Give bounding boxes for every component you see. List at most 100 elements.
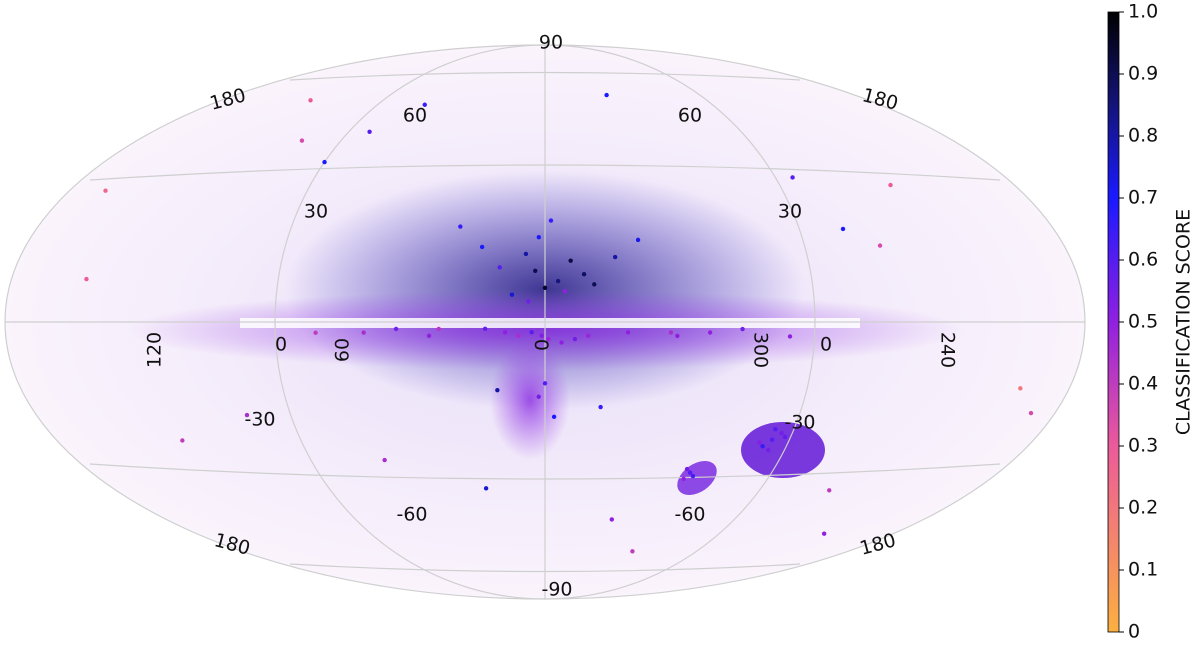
source-point bbox=[313, 330, 318, 335]
source-point bbox=[536, 235, 542, 240]
source-point bbox=[840, 226, 846, 232]
source-point bbox=[483, 486, 489, 491]
source-point bbox=[84, 276, 89, 282]
source-point bbox=[668, 330, 674, 335]
source-point bbox=[787, 334, 793, 339]
colorbar-tick-label: 0.2 bbox=[1128, 497, 1158, 519]
source-point bbox=[760, 443, 765, 449]
source-point bbox=[426, 333, 432, 339]
source-point bbox=[766, 447, 771, 453]
source-point bbox=[568, 258, 573, 263]
graticule-label: 90 bbox=[539, 32, 563, 54]
graticule-label: 0 bbox=[820, 334, 832, 356]
source-point bbox=[559, 340, 564, 345]
colorbar-tick-label: 0 bbox=[1128, 621, 1140, 643]
colorbar-tick-label: 0.4 bbox=[1128, 373, 1158, 395]
source-point bbox=[526, 299, 531, 304]
graticule-label: -90 bbox=[541, 579, 572, 601]
graticule-label: 120 bbox=[144, 332, 166, 368]
source-point bbox=[244, 412, 250, 418]
source-point bbox=[479, 244, 485, 250]
source-point bbox=[821, 531, 827, 536]
source-point bbox=[790, 175, 795, 180]
source-point bbox=[502, 330, 508, 335]
source-point bbox=[539, 333, 544, 338]
source-point bbox=[877, 243, 883, 248]
source-point bbox=[630, 549, 635, 554]
source-point bbox=[322, 159, 327, 165]
source-point bbox=[635, 237, 641, 243]
source-point bbox=[684, 466, 690, 472]
colorbar-tick-label: 0.7 bbox=[1128, 187, 1158, 209]
sources bbox=[84, 92, 1034, 554]
source-point bbox=[180, 438, 185, 443]
colorbar-tick-label: 0.9 bbox=[1128, 63, 1158, 85]
source-point bbox=[299, 138, 305, 143]
source-point bbox=[458, 224, 463, 229]
colorbar-tick-label: 0.6 bbox=[1128, 249, 1158, 271]
source-point bbox=[546, 336, 551, 342]
source-point bbox=[782, 434, 788, 440]
graticule-label: -30 bbox=[244, 409, 275, 431]
source-point bbox=[757, 440, 762, 445]
graticule-label: -30 bbox=[784, 412, 815, 434]
colorbar-tick-label: 0.1 bbox=[1128, 559, 1158, 581]
source-point bbox=[572, 336, 578, 342]
graticule-label: 0 bbox=[532, 339, 554, 351]
graticule-label: -60 bbox=[674, 504, 705, 526]
source-point bbox=[827, 488, 832, 493]
graticule-label: 0 bbox=[275, 334, 287, 356]
source-point bbox=[382, 457, 387, 463]
source-point bbox=[393, 326, 399, 332]
colorbar-tick-label: 0.8 bbox=[1128, 125, 1158, 147]
source-point bbox=[769, 437, 775, 442]
source-point bbox=[529, 330, 534, 335]
source-point bbox=[422, 102, 427, 107]
source-point bbox=[308, 98, 313, 103]
source-point bbox=[592, 282, 597, 287]
source-point bbox=[542, 381, 548, 386]
source-point bbox=[509, 292, 515, 297]
source-point bbox=[687, 470, 693, 475]
graticule-label: -60 bbox=[396, 504, 427, 526]
source-point bbox=[551, 414, 557, 419]
source-point bbox=[586, 333, 591, 338]
source-point bbox=[612, 254, 618, 260]
source-point bbox=[625, 330, 631, 335]
graticule-label: 30 bbox=[304, 201, 328, 223]
source-point bbox=[773, 427, 778, 432]
source-point bbox=[779, 430, 784, 436]
source-point bbox=[436, 326, 441, 332]
source-point bbox=[482, 326, 488, 332]
source-point bbox=[888, 182, 893, 188]
graticule-label: 30 bbox=[778, 201, 802, 223]
graticule-label: 240 bbox=[937, 332, 959, 368]
source-point bbox=[542, 285, 548, 291]
colorbar-gradient bbox=[1107, 11, 1120, 633]
source-point bbox=[581, 271, 587, 277]
source-point bbox=[495, 387, 500, 393]
source-point bbox=[361, 330, 366, 335]
graticule-label: 60 bbox=[403, 105, 427, 127]
graticule bbox=[4, 44, 1086, 600]
source-point bbox=[497, 265, 502, 270]
source-point bbox=[1028, 410, 1034, 416]
graticule-label: 60 bbox=[678, 105, 702, 127]
source-point bbox=[707, 330, 713, 335]
source-point bbox=[690, 473, 696, 479]
source-point bbox=[555, 278, 561, 284]
source-point bbox=[523, 251, 529, 257]
source-point bbox=[740, 326, 745, 332]
source-point bbox=[367, 129, 372, 134]
graticule-label: 300 bbox=[750, 332, 772, 368]
colorbar-label: CLASSIFICATION SCORE bbox=[1173, 209, 1195, 435]
colorbar: CLASSIFICATION SCORE 0 0.1 0.2 0.3 0.4 0.5 0.6… bbox=[1107, 1, 1195, 643]
source-point bbox=[609, 517, 615, 522]
source-point bbox=[1018, 386, 1023, 391]
graticule-label: 60 bbox=[332, 338, 354, 362]
colorbar-tick-label: 1.0 bbox=[1128, 1, 1158, 23]
source-point bbox=[562, 289, 568, 294]
source-point bbox=[548, 218, 554, 223]
